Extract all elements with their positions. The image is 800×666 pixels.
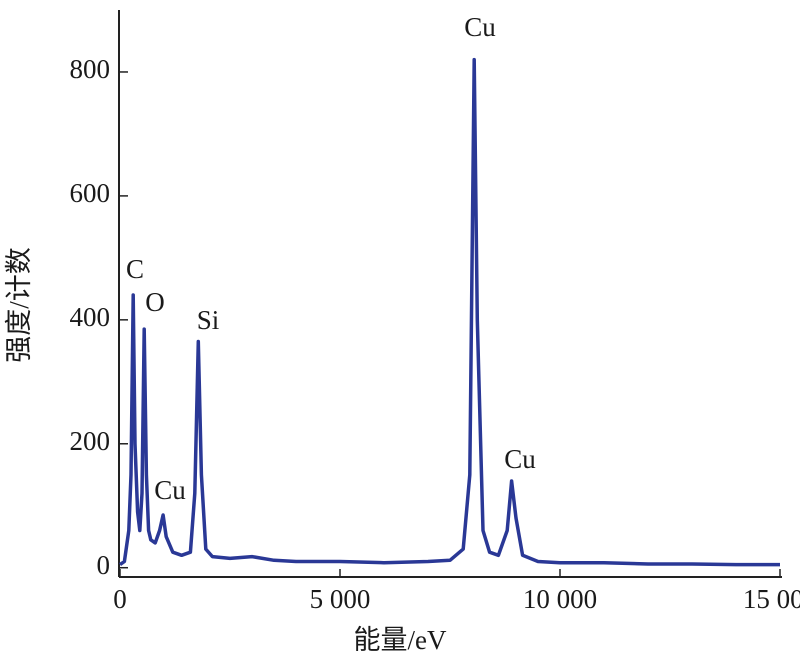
x-axis-label: 能量/eV xyxy=(354,625,447,655)
x-tick-label: 0 xyxy=(113,584,127,614)
y-tick-label: 600 xyxy=(70,178,111,208)
peak-label: Cu xyxy=(154,475,186,505)
y-tick-label: 0 xyxy=(97,550,111,580)
x-tick-label: 5 000 xyxy=(310,584,371,614)
y-tick-label: 800 xyxy=(70,54,111,84)
peak-label: C xyxy=(126,254,144,284)
spectrum-line xyxy=(118,57,780,567)
peak-label: Si xyxy=(197,305,220,335)
peak-label: Cu xyxy=(464,12,496,42)
peak-label: Cu xyxy=(504,444,536,474)
y-tick-label: 200 xyxy=(70,426,111,456)
x-tick-label: 15 000 xyxy=(743,584,800,614)
peak-label: O xyxy=(145,287,165,317)
y-tick-label: 400 xyxy=(70,302,111,332)
y-axis-label: 强度/计数 xyxy=(4,247,34,363)
x-tick-label: 10 000 xyxy=(523,584,597,614)
